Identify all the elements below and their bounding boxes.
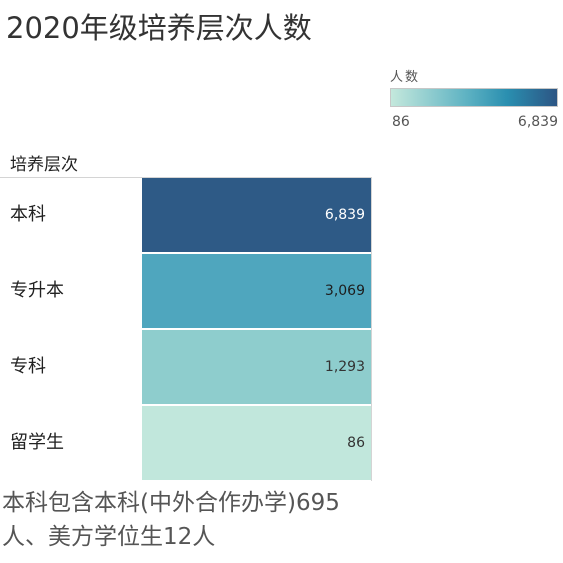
chart-title: 2020年级培养层次人数	[6, 11, 312, 45]
legend-min-label: 86	[392, 114, 410, 130]
table-row: 专科 1,293	[0, 330, 371, 404]
table-row: 专升本 3,069	[0, 254, 371, 328]
color-legend: 人数 86 6,839	[390, 66, 560, 136]
row-label: 专科	[10, 356, 46, 377]
heatmap-cell[interactable]: 6,839	[142, 178, 371, 252]
heatmap-table: 本科 6,839 专升本 3,069 专科 1,293 留学生 86	[0, 178, 372, 481]
heatmap-cell[interactable]: 86	[142, 406, 371, 480]
cell-value-label: 6,839	[324, 207, 365, 223]
row-header-label: 培养层次	[10, 155, 78, 175]
legend-title: 人数	[390, 70, 421, 85]
cell-value-label: 3,069	[324, 283, 365, 299]
table-right-border	[371, 177, 372, 481]
footnote: 本科包含本科(中外合作办学)695人、美方学位生12人	[2, 490, 340, 550]
cell-value-label: 86	[347, 435, 365, 451]
legend-gradient-bar	[390, 88, 558, 107]
row-label: 留学生	[10, 432, 64, 453]
heatmap-cell[interactable]: 3,069	[142, 254, 371, 328]
row-label: 专升本	[10, 280, 64, 301]
legend-max-label: 6,839	[517, 114, 558, 130]
table-row: 本科 6,839	[0, 178, 371, 252]
heatmap-cell[interactable]: 1,293	[142, 330, 371, 404]
cell-value-label: 1,293	[324, 359, 365, 375]
header-divider	[0, 177, 372, 178]
row-label: 本科	[10, 204, 46, 225]
table-row: 留学生 86	[0, 406, 371, 480]
